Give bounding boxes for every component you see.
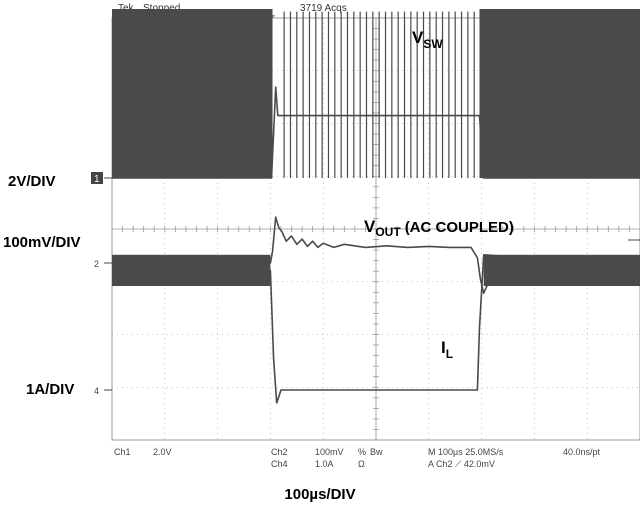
readout-ch1-scale: 2.0V bbox=[153, 447, 172, 457]
readout-ch4-coupling: Ω bbox=[358, 459, 365, 469]
scale-label-ch1: 2V/DIV bbox=[8, 173, 56, 190]
ground-marker-label: 4 bbox=[94, 386, 99, 396]
traces bbox=[112, 9, 640, 404]
readout-ch4-scale: 1.0A bbox=[315, 459, 334, 469]
readout-trigger: A Ch2 ⟋ 42.0mV bbox=[428, 459, 495, 469]
readout-ch2: Ch2 bbox=[271, 447, 288, 457]
ground-marker-label: 2 bbox=[94, 259, 99, 269]
scale-label-ch4: 1A/DIV bbox=[26, 381, 74, 398]
ground-marker-label: 1 bbox=[94, 174, 100, 185]
readout-ch2-scale: 100mV bbox=[315, 447, 344, 457]
trace-il bbox=[112, 254, 640, 404]
scope-brand: Tek bbox=[118, 3, 135, 14]
readout-ch1: Ch1 bbox=[114, 447, 131, 457]
trace-label-vout: VOUT (AC COUPLED) bbox=[364, 217, 514, 239]
trace-label-vsw: VSW bbox=[412, 28, 443, 51]
trace-label-il: IL bbox=[441, 338, 453, 361]
readout-ch2-coupling: % bbox=[358, 447, 366, 457]
readout-bw: Bw bbox=[370, 447, 383, 457]
acquisition-count: 3719 Acqs bbox=[300, 3, 347, 14]
readout-resolution: 40.0ns/pt bbox=[563, 447, 601, 457]
channel-markers: 1 2 4 bbox=[91, 172, 640, 396]
trace-vsw bbox=[112, 86, 640, 179]
scale-label-ch2: 100mV/DIV bbox=[3, 234, 81, 251]
trace-vsw-envelope bbox=[112, 9, 273, 178]
readout-timebase: M 100µs 25.0MS/s bbox=[428, 447, 504, 457]
time-scale-label: 100µs/DIV bbox=[284, 486, 356, 503]
trace-vsw-envelope bbox=[479, 9, 640, 178]
run-state: Stopped bbox=[143, 3, 180, 14]
ground-marker-ch1 bbox=[91, 172, 103, 184]
readout-ch4: Ch4 bbox=[271, 459, 288, 469]
